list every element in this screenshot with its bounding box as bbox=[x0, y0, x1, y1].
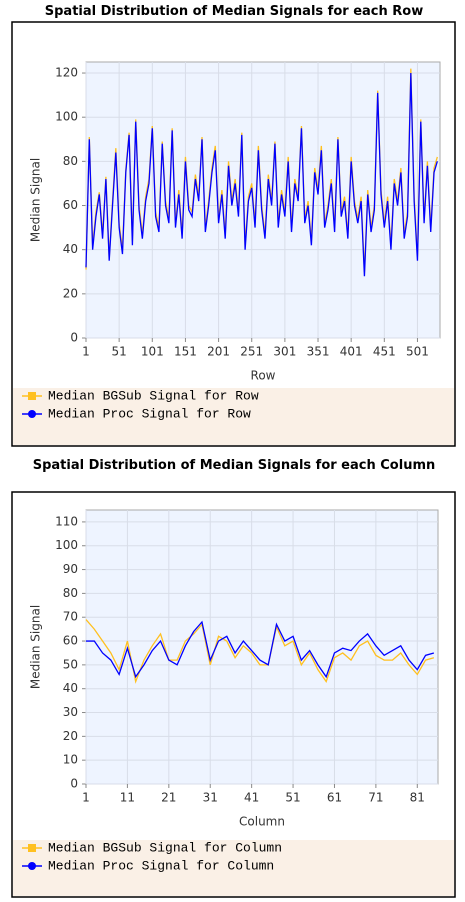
y-tick-label: 30 bbox=[63, 705, 78, 719]
y-tick-label: 110 bbox=[55, 514, 78, 528]
x-tick-label: 401 bbox=[340, 345, 363, 359]
chart-title: Spatial Distribution of Median Signals f… bbox=[32, 458, 436, 473]
x-tick-label: 501 bbox=[406, 345, 429, 359]
y-tick-label: 40 bbox=[63, 242, 78, 256]
y-tick-label: 20 bbox=[63, 729, 78, 743]
x-tick-label: 1 bbox=[82, 791, 90, 805]
x-tick-label: 101 bbox=[141, 345, 164, 359]
legend-label: Median Proc Signal for Column bbox=[48, 858, 274, 873]
x-tick-label: 31 bbox=[203, 791, 218, 805]
legend-label: Median Proc Signal for Row bbox=[48, 406, 251, 421]
legend-marker bbox=[28, 410, 36, 418]
y-tick-label: 120 bbox=[55, 66, 78, 80]
legend-marker bbox=[28, 862, 36, 870]
legend-background bbox=[13, 840, 454, 896]
y-axis-label: Median Signal bbox=[29, 605, 43, 689]
y-tick-label: 100 bbox=[55, 538, 78, 552]
series-line bbox=[85, 619, 435, 684]
x-axis-label: Column bbox=[239, 815, 285, 829]
legend-marker bbox=[28, 392, 36, 400]
legend-background bbox=[13, 388, 454, 445]
x-tick-label: 151 bbox=[174, 345, 197, 359]
y-tick-label: 10 bbox=[63, 753, 78, 767]
y-tick-label: 60 bbox=[63, 198, 78, 212]
y-tick-label: 100 bbox=[55, 110, 78, 124]
series-line bbox=[85, 73, 438, 277]
series-line bbox=[86, 620, 435, 679]
y-tick-label: 80 bbox=[63, 154, 78, 168]
y-tick-label: 40 bbox=[63, 681, 78, 695]
x-tick-label: 1 bbox=[82, 345, 90, 359]
x-tick-label: 71 bbox=[368, 791, 383, 805]
y-axis-label: Median Signal bbox=[29, 158, 43, 242]
x-tick-label: 51 bbox=[285, 791, 300, 805]
legend-label: Median BGSub Signal for Column bbox=[48, 840, 282, 855]
x-tick-label: 11 bbox=[120, 791, 135, 805]
plot-area bbox=[85, 509, 439, 785]
y-tick-label: 60 bbox=[63, 634, 78, 648]
x-tick-label: 21 bbox=[161, 791, 176, 805]
x-tick-label: 301 bbox=[273, 345, 296, 359]
y-tick-label: 70 bbox=[63, 610, 78, 624]
x-tick-label: 201 bbox=[207, 345, 230, 359]
x-tick-label: 451 bbox=[373, 345, 396, 359]
x-axis-label: Row bbox=[251, 369, 276, 383]
y-tick-label: 0 bbox=[70, 331, 78, 345]
y-tick-label: 50 bbox=[63, 657, 78, 671]
legend-label: Median BGSub Signal for Row bbox=[48, 388, 259, 403]
chart-title: Spatial Distribution of Median Signals f… bbox=[44, 4, 424, 19]
x-tick-label: 41 bbox=[244, 791, 259, 805]
x-tick-label: 51 bbox=[112, 345, 127, 359]
x-tick-label: 61 bbox=[327, 791, 342, 805]
y-tick-label: 80 bbox=[63, 586, 78, 600]
x-tick-label: 251 bbox=[240, 345, 263, 359]
x-tick-label: 351 bbox=[307, 345, 330, 359]
x-tick-label: 81 bbox=[410, 791, 425, 805]
y-tick-label: 0 bbox=[70, 777, 78, 791]
y-tick-label: 90 bbox=[63, 562, 78, 576]
y-tick-label: 20 bbox=[63, 286, 78, 300]
legend-marker bbox=[28, 844, 36, 852]
